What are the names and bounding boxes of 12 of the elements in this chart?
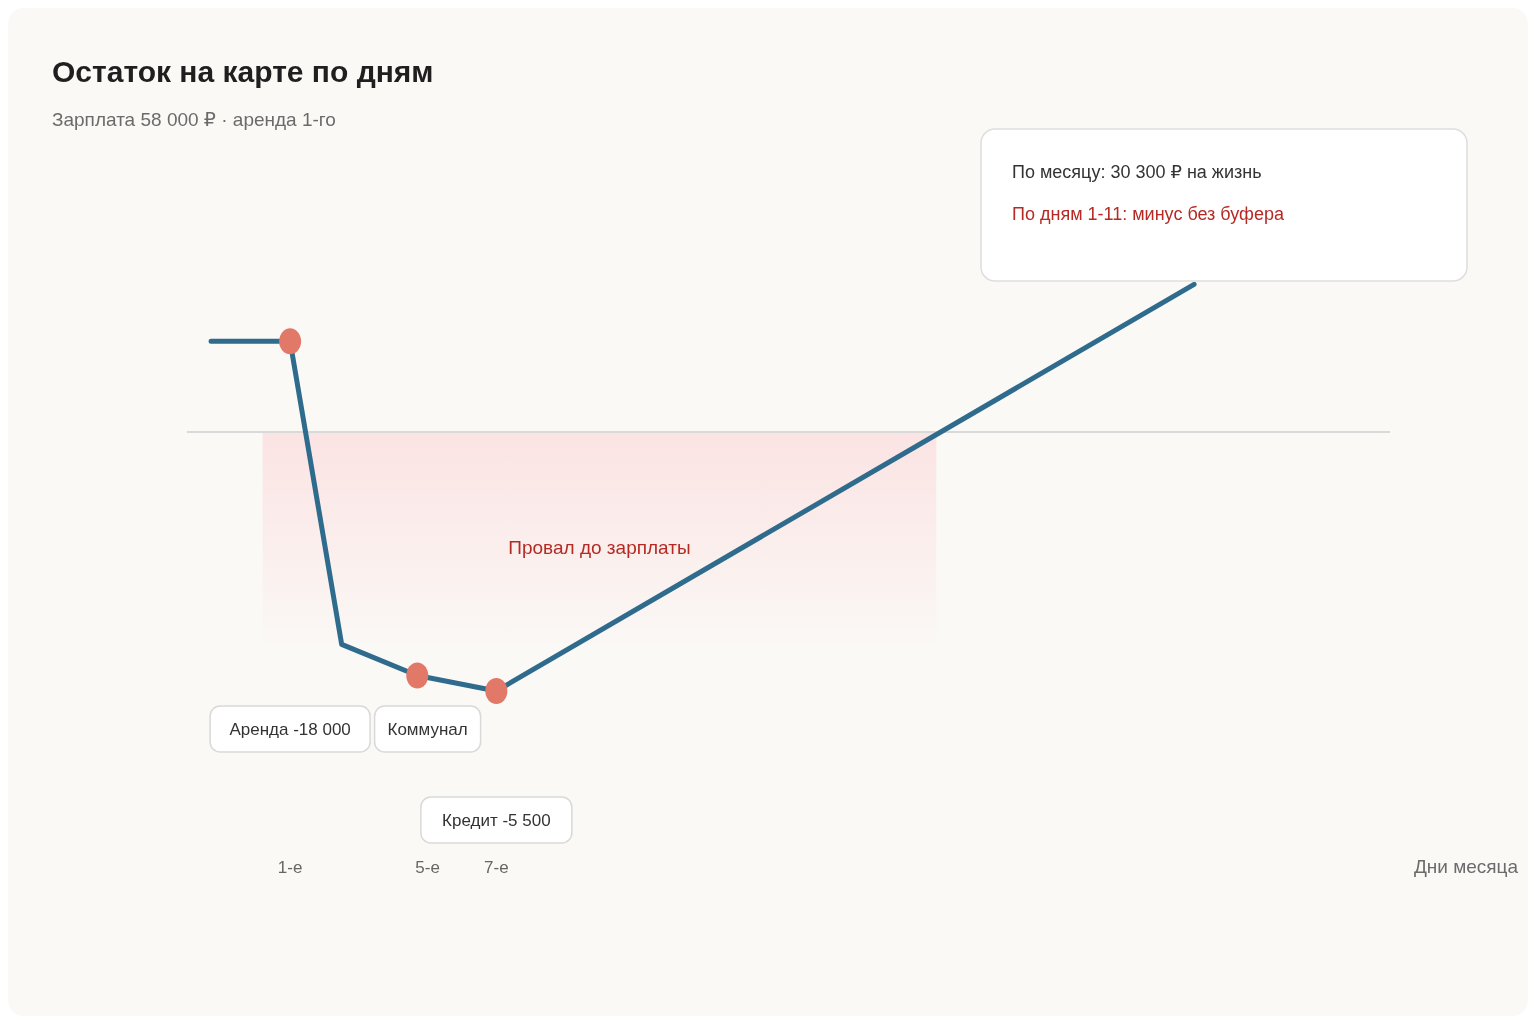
x-tick-label: 1-е (277, 858, 303, 877)
chart-title: Остаток на карте по дням (52, 55, 434, 88)
text: По дням 1-11: минус без буфера (1012, 204, 1285, 224)
text: Аренда -18 000 (229, 720, 351, 739)
x-tick-label: 7-е (484, 858, 509, 877)
x-tick-label: 5-е (415, 858, 440, 877)
band-label: Провал до зарплаты (508, 537, 691, 558)
text: По месяцу: 30 300 ₽ на жизнь (1012, 162, 1262, 182)
chart-subtitle: Зарплата 58 000 ₽ · аренда 1-го (52, 109, 336, 130)
text: Кредит -5 500 (442, 811, 551, 830)
text: Коммунал (387, 720, 468, 739)
x-axis-title: Дни месяца (1413, 856, 1519, 877)
